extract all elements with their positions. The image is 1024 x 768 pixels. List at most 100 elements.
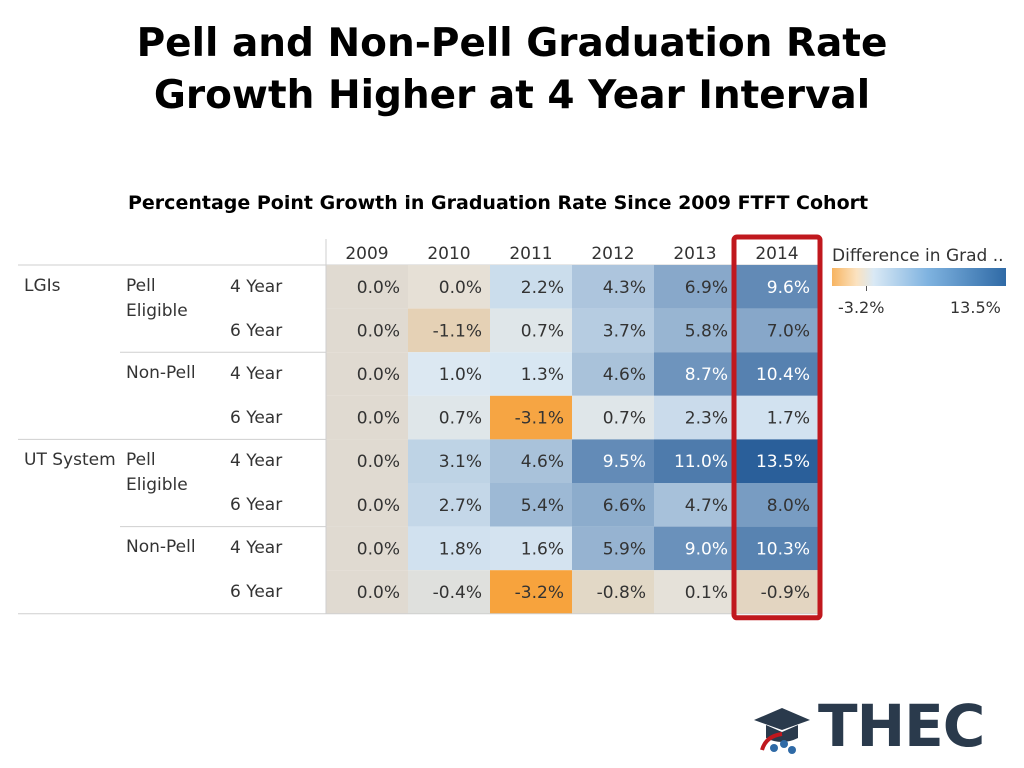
heat-cell xyxy=(408,395,490,440)
heat-cell xyxy=(326,395,408,440)
interval-label: 6 Year xyxy=(230,582,283,602)
cell-value-label: 6.6% xyxy=(603,496,646,516)
heat-cell xyxy=(490,526,572,571)
cell-value-label: 0.1% xyxy=(685,583,728,603)
heat-cell xyxy=(490,308,572,353)
interval-label: 6 Year xyxy=(230,408,283,428)
cell-value-label: -0.9% xyxy=(761,583,810,603)
heat-cell xyxy=(572,483,654,527)
heat-cell xyxy=(408,265,490,309)
title-line-2: Growth Higher at 4 Year Interval xyxy=(153,73,871,118)
slide-title: Pell and Non-Pell Graduation Rate Growth… xyxy=(0,18,1024,122)
cell-value-label: 0.0% xyxy=(357,496,400,516)
heat-cell xyxy=(654,526,736,571)
cell-value-label: 0.0% xyxy=(357,452,400,472)
cell-value-label: 0.7% xyxy=(439,409,482,429)
heat-cell xyxy=(654,395,736,440)
cell-value-label: 5.9% xyxy=(603,539,646,559)
cell-value-label: -3.1% xyxy=(515,409,564,429)
heat-cell xyxy=(654,352,736,396)
cell-value-label: 9.5% xyxy=(603,452,646,472)
header-band xyxy=(326,239,818,265)
heat-cell xyxy=(654,265,736,309)
cell-value-label: -3.2% xyxy=(515,583,564,603)
cell-value-label: 4.6% xyxy=(521,452,564,472)
status-label-nonpell-1: Non-Pell xyxy=(126,363,196,383)
interval-label: 6 Year xyxy=(230,495,283,515)
column-header-2010: 2010 xyxy=(427,244,470,264)
cell-value-label: 0.7% xyxy=(521,321,564,341)
cell-value-label: -0.8% xyxy=(597,583,646,603)
interval-label: 4 Year xyxy=(230,451,283,471)
heat-cell xyxy=(326,352,408,396)
cell-value-label: 0.0% xyxy=(357,365,400,385)
cell-value-label: 13.5% xyxy=(756,452,810,472)
heat-cell xyxy=(408,526,490,571)
logo-wordmark: THEC xyxy=(818,692,985,760)
heat-cell xyxy=(326,265,408,309)
heat-cell xyxy=(572,352,654,396)
heat-cell xyxy=(408,483,490,527)
cell-value-label: 11.0% xyxy=(674,452,728,472)
heat-cell xyxy=(736,352,818,396)
legend-min-label: -3.2% xyxy=(838,298,885,317)
graduation-cap-stars-icon xyxy=(754,708,810,754)
heat-cell xyxy=(572,439,654,483)
heat-cell xyxy=(326,483,408,527)
cell-value-label: 9.0% xyxy=(685,539,728,559)
heat-cell xyxy=(736,439,818,483)
heat-cell xyxy=(408,352,490,396)
interval-label: 4 Year xyxy=(230,538,283,558)
status-label-nonpell-2: Non-Pell xyxy=(126,537,196,557)
heat-cell xyxy=(572,265,654,309)
interval-label: 6 Year xyxy=(230,321,283,341)
title-line-1: Pell and Non-Pell Graduation Rate xyxy=(136,21,888,66)
cell-value-label: -0.4% xyxy=(433,583,482,603)
heat-cell xyxy=(326,439,408,483)
cell-value-label: 5.8% xyxy=(685,321,728,341)
cell-value-label: 8.0% xyxy=(767,496,810,516)
cell-value-label: 0.0% xyxy=(439,278,482,298)
cell-value-label: 2.7% xyxy=(439,496,482,516)
status-label-pell-2: Pell xyxy=(126,450,156,470)
heat-cell xyxy=(572,526,654,571)
group-label-lgis: LGIs xyxy=(24,276,61,296)
heat-cell xyxy=(326,526,408,571)
interval-label: 4 Year xyxy=(230,277,283,297)
column-header-2013: 2013 xyxy=(673,244,716,264)
group-label-ut-system: UT System xyxy=(24,450,116,470)
cell-value-label: 0.7% xyxy=(603,409,646,429)
cell-value-label: 10.4% xyxy=(756,365,810,385)
heat-cell xyxy=(654,439,736,483)
cell-value-label: 7.0% xyxy=(767,321,810,341)
cell-value-label: 1.3% xyxy=(521,365,564,385)
cell-value-label: 0.0% xyxy=(357,321,400,341)
cell-value-label: 3.7% xyxy=(603,321,646,341)
interval-label: 4 Year xyxy=(230,364,283,384)
column-header-2014: 2014 xyxy=(755,244,798,264)
heat-cell xyxy=(654,570,736,614)
status-label-eligible-2: Eligible xyxy=(126,475,188,495)
heat-cell xyxy=(326,308,408,353)
chart-subtitle: Percentage Point Growth in Graduation Ra… xyxy=(128,192,869,214)
status-label-eligible-1: Eligible xyxy=(126,301,188,321)
heat-cell xyxy=(736,570,818,614)
heat-cell xyxy=(490,439,572,483)
heat-cell xyxy=(572,395,654,440)
cell-value-label: 6.9% xyxy=(685,278,728,298)
cell-value-label: 1.8% xyxy=(439,539,482,559)
cell-value-label: -1.1% xyxy=(433,321,482,341)
heat-cell xyxy=(736,308,818,353)
heat-cell xyxy=(572,308,654,353)
legend-max-label: 13.5% xyxy=(950,298,1001,317)
heat-cell xyxy=(490,265,572,309)
column-header-2012: 2012 xyxy=(591,244,634,264)
heat-cell xyxy=(572,570,654,614)
cell-value-label: 3.1% xyxy=(439,452,482,472)
heat-cell xyxy=(408,439,490,483)
heat-cell xyxy=(490,570,572,614)
legend-color-ramp xyxy=(832,268,1006,286)
heat-cell xyxy=(654,308,736,353)
column-header-2011: 2011 xyxy=(509,244,552,264)
